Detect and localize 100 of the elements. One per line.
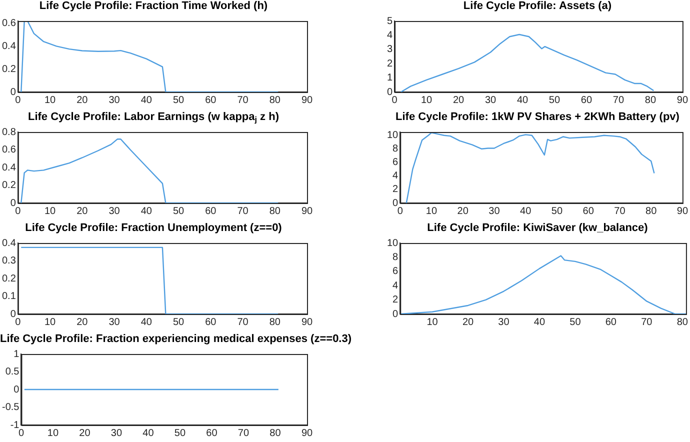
x-tick-label: 10 — [44, 206, 56, 217]
x-tick-label: 60 — [582, 206, 594, 217]
y-tick-label: 0.2 — [2, 180, 16, 191]
x-tick-label: 70 — [237, 316, 249, 328]
x-tick-label: 10 — [44, 94, 56, 106]
x-tick-label: 60 — [205, 94, 217, 106]
y-tick-label: 4 — [392, 170, 399, 182]
x-tick-label: 50 — [172, 206, 185, 217]
y-tick-label: 0.6 — [2, 18, 16, 30]
chart-title: Life Cycle Profile: Labor Earnings (w kappa$_{j}$ z h) — [26, 111, 280, 124]
x-tick-label: 80 — [676, 316, 688, 328]
x-tick-label: 90 — [301, 316, 313, 328]
x-tick-label: 80 — [644, 94, 656, 106]
x-tick-label: 20 — [457, 206, 469, 217]
y-tick-label: 8 — [392, 252, 399, 263]
x-tick-label: 10 — [426, 206, 438, 217]
x-tick-label: 70 — [237, 94, 249, 106]
x-tick-label: 50 — [174, 428, 186, 439]
x-tick-label: 70 — [641, 316, 653, 328]
y-tick-label: 0.4 — [2, 162, 16, 174]
x-tick-label: 60 — [580, 94, 592, 106]
x-tick-label: 70 — [612, 94, 624, 106]
y-tick-label: 1 — [387, 72, 393, 84]
y-tick-label: 0.2 — [2, 273, 16, 284]
x-tick-label: 10 — [47, 428, 59, 439]
y-tick-label: 0.5 — [5, 366, 20, 378]
x-tick-label: 40 — [142, 428, 154, 439]
x-tick-label: 80 — [269, 94, 281, 106]
x-tick-label: 30 — [498, 316, 510, 328]
chart-title: Life Cycle Profile: KiwiSaver (kw_balance) — [426, 222, 649, 235]
x-tick-label: 90 — [301, 428, 313, 439]
y-tick-label: 4 — [387, 30, 393, 41]
y-tick-label: 0 — [10, 198, 16, 209]
x-tick-label: 50 — [172, 94, 185, 106]
x-tick-label: 30 — [484, 94, 497, 106]
y-tick-label: 10 — [387, 130, 399, 142]
x-tick-label: 80 — [269, 206, 281, 217]
x-tick-label: 40 — [516, 94, 529, 106]
x-tick-label: 80 — [646, 206, 658, 217]
y-tick-label: 4 — [392, 280, 399, 292]
y-tick-label: 0 — [387, 86, 393, 98]
y-tick-label: 0.4 — [2, 238, 16, 249]
x-tick-label: 30 — [108, 94, 120, 106]
y-tick-label: 10 — [387, 238, 399, 249]
x-tick-label: 90 — [676, 206, 688, 217]
y-tick-label: -1 — [10, 420, 20, 431]
y-tick-label: 0.8 — [2, 126, 16, 138]
x-tick-label: 60 — [605, 316, 617, 328]
x-tick-label: 90 — [676, 94, 688, 106]
x-tick-label: 40 — [534, 316, 546, 328]
y-tick-label: 0 — [392, 198, 399, 209]
x-tick-label: 70 — [614, 206, 626, 217]
y-tick-label: 0.1 — [2, 291, 16, 302]
y-tick-label: 2 — [392, 184, 399, 196]
x-tick-label: 70 — [238, 428, 250, 439]
y-tick-label: 0.2 — [2, 64, 16, 75]
x-tick-label: 30 — [488, 206, 500, 217]
y-tick-label: -0.5 — [2, 402, 20, 413]
x-tick-label: 30 — [108, 316, 120, 328]
y-tick-label: 8 — [392, 144, 399, 155]
x-tick-label: 10 — [44, 316, 56, 328]
x-tick-label: 50 — [548, 94, 560, 106]
x-tick-label: 10 — [426, 316, 438, 328]
x-tick-label: 20 — [462, 316, 474, 328]
x-tick-label: 60 — [205, 206, 217, 217]
x-tick-label: 50 — [570, 316, 582, 328]
x-tick-label: 20 — [76, 206, 88, 217]
x-tick-label: 80 — [269, 316, 281, 328]
x-tick-label: 60 — [206, 428, 218, 439]
y-tick-label: 2 — [392, 294, 399, 306]
x-tick-label: 90 — [301, 206, 313, 217]
y-tick-label: 0.6 — [2, 144, 16, 156]
y-tick-label: 0 — [392, 308, 399, 320]
x-tick-label: 60 — [205, 316, 217, 328]
y-tick-label: 6 — [392, 266, 399, 278]
y-tick-label: 0.4 — [2, 40, 16, 52]
y-tick-label: 0 — [10, 308, 16, 320]
x-tick-label: 10 — [420, 94, 433, 106]
x-tick-label: 50 — [551, 206, 563, 217]
chart-title: Life Cycle Profile: 1kW PV Shares + 2KWh Battery (pv) — [394, 111, 680, 124]
y-tick-label: 1 — [14, 348, 20, 360]
x-tick-label: 30 — [110, 428, 122, 439]
y-tick-label: 6 — [392, 157, 399, 168]
x-tick-label: 20 — [76, 94, 88, 106]
x-tick-label: 20 — [79, 428, 91, 439]
chart-title: Life Cycle Profile: Assets (a) — [462, 0, 613, 13]
chart-title: Life Cycle Profile: Fraction Time Worked (h) — [38, 0, 269, 13]
x-tick-label: 40 — [140, 316, 152, 328]
chart-title: Life Cycle Profile: Fraction experiencing medical expenses (z==0.3) — [0, 333, 352, 346]
x-tick-label: 30 — [108, 206, 120, 217]
y-tick-label: 5 — [387, 16, 393, 27]
x-tick-label: 20 — [76, 316, 88, 328]
x-tick-label: 90 — [301, 94, 313, 106]
y-tick-label: 3 — [387, 44, 393, 56]
x-tick-label: 40 — [520, 206, 532, 217]
x-tick-label: 80 — [270, 428, 282, 439]
x-tick-label: 50 — [172, 316, 185, 328]
x-tick-label: 70 — [237, 206, 249, 217]
y-tick-label: 0.3 — [2, 256, 16, 266]
x-tick-label: 40 — [140, 94, 152, 106]
